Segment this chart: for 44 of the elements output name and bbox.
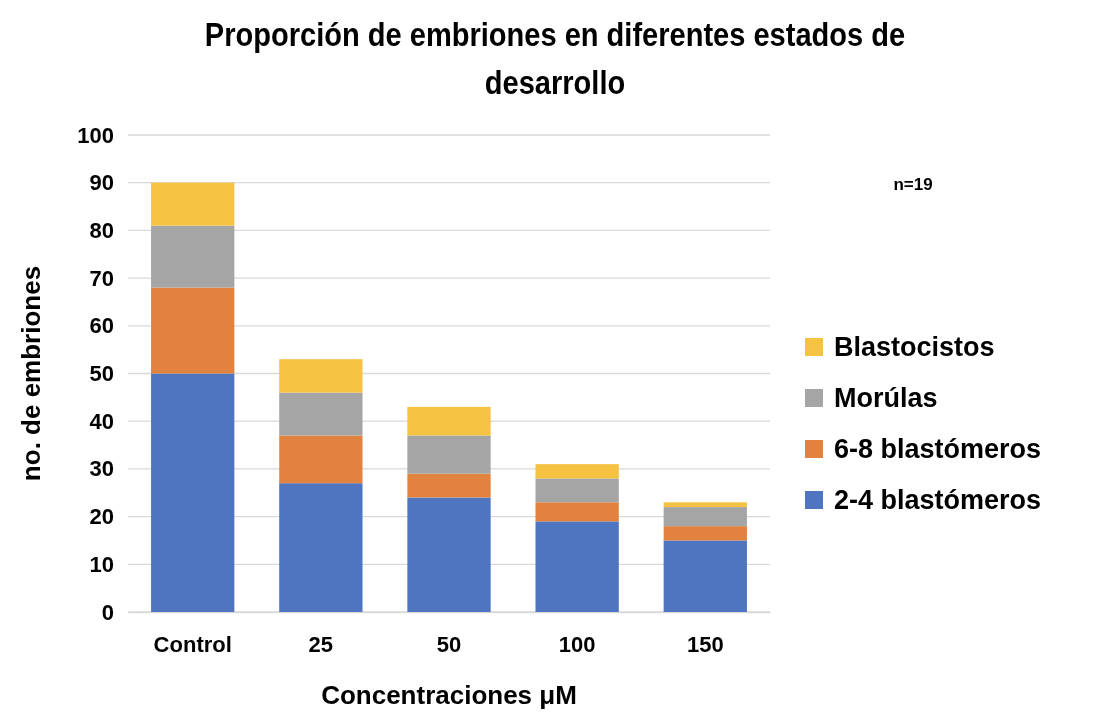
y-tick-label: 40: [89, 408, 114, 434]
y-tick-label: 0: [101, 599, 114, 625]
bar: [663, 502, 747, 508]
legend-label: Morúlas: [834, 383, 938, 413]
x-tick-label: 50: [436, 631, 462, 657]
bar: [663, 540, 747, 612]
y-tick-label: 30: [89, 456, 114, 482]
y-tick-label: 10: [89, 551, 114, 577]
x-tick-label: 100: [558, 631, 596, 657]
bar: [535, 464, 619, 479]
bar: [407, 406, 491, 436]
y-tick-label: 90: [89, 170, 114, 196]
y-tick-label: 50: [89, 361, 114, 387]
bar: [407, 435, 491, 474]
bar: [407, 473, 491, 498]
legend-label: 2-4 blastómeros: [834, 485, 1042, 515]
bar: [407, 497, 491, 612]
x-tick-label: 25: [308, 631, 334, 657]
y-tick-label: 80: [89, 217, 114, 243]
bar: [279, 435, 363, 484]
legend-label: 6-8 blastómeros: [834, 434, 1042, 464]
bar: [535, 521, 619, 612]
bar: [151, 373, 235, 612]
chart-title: Proporción de embriones en diferentes estados de desarrollo: [204, 16, 906, 102]
y-tick-label: 20: [89, 504, 114, 530]
text: n=19: [893, 175, 933, 194]
bar: [279, 392, 363, 436]
bar: [151, 287, 235, 374]
x-axis-title: Concentraciones μM: [321, 680, 577, 710]
y-axis-title: no. de embriones: [16, 265, 46, 482]
y-tick-label: 100: [77, 122, 114, 148]
bar: [279, 483, 363, 612]
x-tick-label: 150: [686, 631, 724, 657]
legend-label: Blastocistos: [834, 332, 995, 362]
bar: [151, 182, 235, 226]
bar: [535, 502, 619, 522]
bar: [535, 478, 619, 503]
y-tick-label: 60: [89, 313, 114, 339]
x-tick-label: Control: [153, 631, 232, 657]
y-tick-label: 70: [89, 265, 114, 291]
bar: [663, 526, 747, 541]
bar: [279, 359, 363, 393]
bar: [151, 225, 235, 288]
bar: [663, 507, 747, 527]
